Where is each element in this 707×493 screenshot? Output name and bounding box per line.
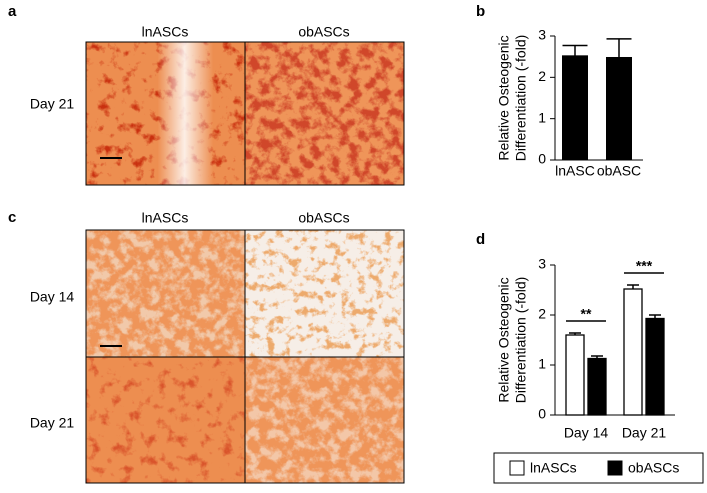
legend-swatch [509,460,525,476]
bar [623,288,643,416]
micrograph-texture [86,230,245,357]
micrograph-streak [86,42,245,185]
y-axis-label: Differentiation (-fold) [513,35,529,162]
row-label: Day 14 [30,289,75,305]
micrograph-texture [245,42,404,185]
legend-label: lnASCs [530,460,577,476]
y-tick-label: 2 [538,306,546,322]
legend-label: obASCs [628,460,679,476]
y-tick-label: 1 [538,356,546,372]
significance-label: *** [636,258,653,274]
y-tick-label: 3 [538,27,546,43]
legend-box [493,452,704,484]
x-tick-label: Day 14 [564,425,609,441]
significance-label: ** [581,306,592,322]
x-tick-label: lnASC [555,163,595,179]
y-tick-label: 3 [538,256,546,272]
micrographs [85,41,405,484]
x-tick-label: obASC [597,163,641,179]
column-label: obASCs [298,24,349,40]
column-label: lnASCs [142,210,189,226]
column-label: obASCs [298,210,349,226]
y-tick-label: 0 [538,151,546,167]
y-axis-label: Differentiation (-fold) [513,277,529,404]
micrograph-texture [86,357,245,483]
bar [565,334,585,416]
bar [562,55,588,161]
panel-label: c [8,209,16,226]
row-label: Day 21 [30,96,75,112]
y-axis-label: Relative Osteogenic [496,277,512,402]
y-tick-label: 2 [538,68,546,84]
row-label: Day 21 [30,415,75,431]
legend-swatch [607,460,623,476]
panel-label: d [476,231,485,248]
x-tick-label: Day 21 [622,425,667,441]
micrograph-texture [245,357,404,483]
panel-label: b [476,3,485,20]
y-axis-label: Relative Osteogenic [496,35,512,160]
bar [587,357,607,416]
y-tick-label: 0 [538,406,546,422]
column-label: lnASCs [142,24,189,40]
bar [606,56,632,161]
micrograph-texture [245,230,404,357]
y-tick-label: 1 [538,109,546,125]
panel-label: a [8,3,17,20]
bar [645,317,665,416]
